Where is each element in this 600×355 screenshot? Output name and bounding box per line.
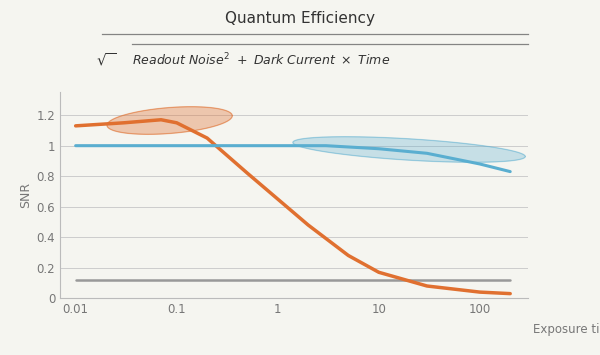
Text: Quantum Efficiency: Quantum Efficiency [225, 11, 375, 26]
Y-axis label: SNR: SNR [19, 182, 32, 208]
Text: $\sqrt{\ }$: $\sqrt{\ }$ [96, 51, 116, 69]
Text: Exposure time (s): Exposure time (s) [533, 323, 600, 336]
Text: $Readout\ Noise^2\ +\ Dark\ Current\ \times\ Time$: $Readout\ Noise^2\ +\ Dark\ Current\ \ti… [132, 51, 390, 68]
Polygon shape [293, 137, 525, 162]
Polygon shape [107, 107, 232, 134]
